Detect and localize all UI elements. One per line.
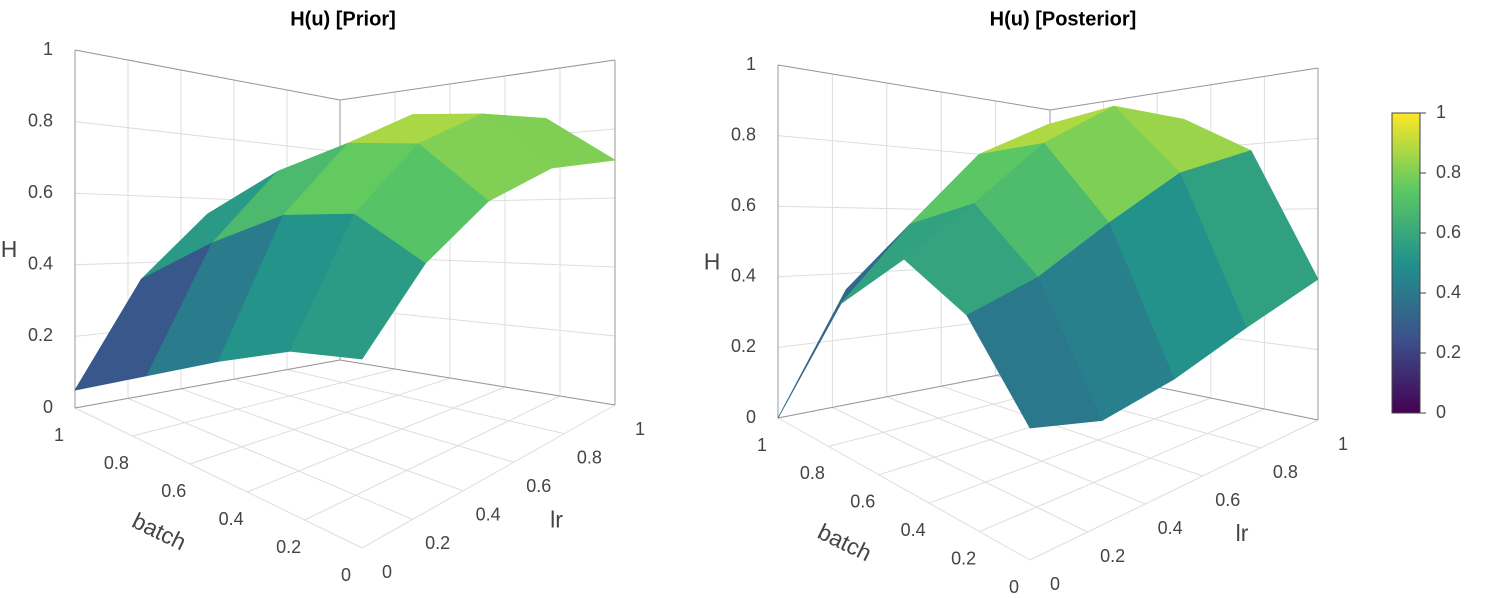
colorbar	[1391, 112, 1421, 414]
x-tick-label: 0.2	[1100, 546, 1125, 566]
y-tick-label: 0	[1009, 577, 1019, 597]
z-axis-title: H	[1, 236, 18, 262]
x-tick-label: 0.8	[577, 447, 602, 467]
grid-line	[132, 368, 396, 437]
z-tick-label: 0.8	[28, 110, 53, 130]
x-axis-title: lr	[1236, 520, 1249, 546]
y-tick-label: 0.6	[161, 481, 186, 501]
z-tick-label: 0.6	[28, 182, 53, 202]
y-axis-title: batch	[814, 518, 876, 566]
y-tick-label: 0.8	[800, 463, 825, 483]
grid-line	[233, 378, 514, 463]
z-tick-label: 0.2	[28, 325, 53, 345]
x-tick-label: 0.8	[1273, 462, 1298, 482]
y-tick-label: 0	[341, 565, 351, 585]
grid-line	[832, 406, 1088, 533]
x-tick-label: 1	[635, 419, 645, 439]
z-tick-label: 0.4	[731, 266, 756, 286]
chart-title: H(u) [Posterior]	[990, 8, 1137, 30]
x-tick-label: 0	[382, 562, 392, 582]
grid-line	[286, 369, 565, 435]
z-tick-label: 0.8	[731, 124, 756, 144]
grid-line	[361, 404, 616, 549]
grid-line	[941, 385, 1203, 477]
x-tick-label: 0.4	[476, 505, 501, 525]
chart-title: H(u) [Prior]	[290, 8, 396, 30]
grid-line	[777, 417, 1031, 561]
grid-line	[189, 377, 451, 465]
x-tick-label: 0.4	[1158, 518, 1183, 538]
y-tick-label: 1	[757, 435, 767, 455]
axis-line	[74, 49, 341, 101]
grid-line	[304, 395, 561, 521]
axis-line	[74, 359, 341, 409]
z-tick-label: 0.2	[731, 336, 756, 356]
grid-line	[127, 397, 413, 520]
grid-line	[74, 121, 341, 153]
axis-line	[339, 359, 616, 406]
surface-cell	[289, 213, 426, 360]
x-tick-label: 0.6	[1215, 490, 1240, 510]
axis-line	[1049, 67, 1319, 111]
y-axis-title: batch	[128, 507, 190, 555]
colorbar-tick-label: 0.2	[1436, 342, 1461, 362]
colorbar-tick-label: 0.8	[1436, 162, 1461, 182]
z-axis-title: H	[704, 249, 721, 275]
grid-line	[1029, 419, 1319, 561]
x-tick-label: 0.6	[526, 476, 551, 496]
z-tick-label: 0.6	[731, 195, 756, 215]
x-tick-label: 0	[1050, 574, 1060, 594]
z-tick-label: 0.4	[28, 254, 53, 274]
grid-line	[886, 396, 1146, 505]
grid-line	[929, 397, 1211, 504]
y-tick-label: 0.8	[104, 453, 129, 473]
grid-line	[979, 408, 1265, 533]
z-tick-label: 1	[746, 54, 756, 74]
surface-cell	[966, 276, 1103, 429]
colorbar-tick-label: 0.4	[1436, 282, 1461, 302]
x-tick-label: 1	[1338, 434, 1348, 454]
x-axis-title: lr	[550, 507, 563, 533]
x-tick-label: 0.2	[425, 533, 450, 553]
colorbar-tick-label: 0.6	[1436, 222, 1461, 242]
y-tick-label: 0.4	[901, 520, 926, 540]
grid-line	[247, 386, 506, 493]
z-tick-label: 0	[746, 407, 756, 427]
y-tick-label: 0.2	[276, 537, 301, 557]
y-tick-label: 1	[54, 425, 64, 445]
grid-line	[74, 407, 363, 549]
z-tick-label: 0	[43, 397, 53, 417]
colorbar-tick-label: 0	[1436, 402, 1446, 422]
y-tick-label: 0.6	[850, 492, 875, 512]
axis-line	[339, 59, 616, 101]
y-tick-label: 0.2	[951, 548, 976, 568]
z-tick-label: 1	[43, 39, 53, 59]
axis-line	[777, 64, 1051, 111]
y-tick-label: 0.4	[219, 509, 244, 529]
colorbar-tick-label: 1	[1436, 102, 1446, 122]
grid-line	[180, 388, 464, 492]
